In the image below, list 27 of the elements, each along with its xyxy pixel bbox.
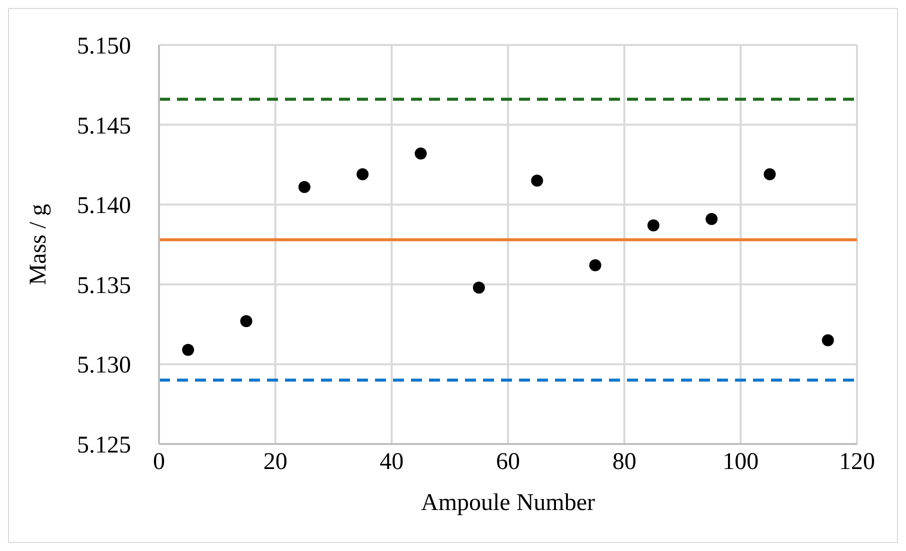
y-tick-label: 5.140 (77, 193, 131, 220)
x-tick-label: 100 (722, 449, 759, 476)
x-tick-label: 0 (153, 449, 165, 476)
point (822, 334, 834, 346)
point (240, 315, 252, 328)
x-tick-label: 20 (263, 449, 288, 476)
point (764, 168, 776, 180)
point (531, 174, 544, 187)
y-tick-label: 5.145 (77, 113, 131, 140)
y-axis-title: Mass / g (26, 204, 52, 286)
point (356, 168, 369, 180)
y-tick-label: 5.125 (77, 432, 131, 459)
x-tick-label: 80 (612, 449, 636, 476)
point (472, 282, 485, 294)
point (589, 259, 602, 272)
x-axis-title: Ampoule Number (421, 490, 595, 516)
point (647, 219, 660, 232)
y-tick-label: 5.135 (77, 272, 131, 299)
x-tick-label: 60 (496, 449, 520, 476)
x-tick-label: 40 (380, 449, 404, 476)
point (182, 344, 194, 356)
y-tick-label: 5.150 (77, 34, 131, 60)
y-tick-label: 5.130 (77, 352, 131, 379)
point (298, 181, 310, 194)
point (706, 212, 718, 225)
point (414, 148, 427, 160)
x-tick-label: 120 (839, 449, 875, 476)
